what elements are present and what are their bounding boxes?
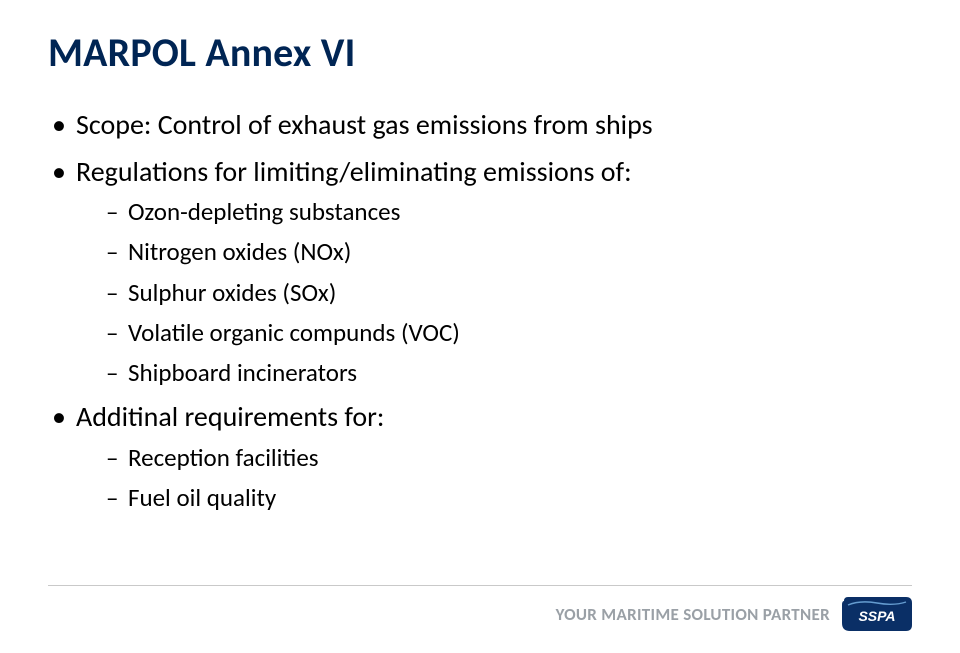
- sspa-logo: SSPA: [842, 597, 912, 631]
- divider: [48, 585, 912, 586]
- slide: MARPOL Annex VI Scope: Control of exhaus…: [0, 0, 960, 653]
- sub-bullet-text: Fuel oil quality: [128, 482, 276, 513]
- sub-list: Ozon-depleting substances Nitrogen oxide…: [106, 194, 912, 391]
- list-item: Ozon-depleting substances: [106, 194, 912, 230]
- list-item: Additinal requirements for: Reception fa…: [48, 397, 912, 516]
- bullet-text: Regulations for limiting/eliminating emi…: [76, 154, 632, 189]
- footer-tagline: YOUR MARITIME SOLUTION PARTNER: [556, 604, 830, 625]
- sub-bullet-text: Nitrogen oxides (NOx): [128, 236, 351, 267]
- footer: YOUR MARITIME SOLUTION PARTNER SSPA: [0, 585, 960, 631]
- list-item: Volatile organic compunds (VOC): [106, 315, 912, 351]
- list-item: Fuel oil quality: [106, 480, 912, 516]
- list-item: Regulations for limiting/eliminating emi…: [48, 152, 912, 392]
- sub-list: Reception facilities Fuel oil quality: [106, 440, 912, 517]
- sub-bullet-text: Shipboard incinerators: [128, 357, 357, 388]
- list-item: Sulphur oxides (SOx): [106, 275, 912, 311]
- list-item: Nitrogen oxides (NOx): [106, 234, 912, 270]
- bullet-text: Additinal requirements for:: [76, 399, 384, 434]
- list-item: Scope: Control of exhaust gas emissions …: [48, 105, 912, 146]
- bullet-text: Scope: Control of exhaust gas emissions …: [76, 107, 653, 142]
- sub-bullet-text: Reception facilities: [128, 442, 319, 473]
- page-title: MARPOL Annex VI: [48, 28, 912, 77]
- list-item: Shipboard incinerators: [106, 355, 912, 391]
- sub-bullet-text: Sulphur oxides (SOx): [128, 277, 336, 308]
- sub-bullet-text: Ozon-depleting substances: [128, 196, 400, 227]
- bullet-list: Scope: Control of exhaust gas emissions …: [48, 105, 912, 517]
- sub-bullet-text: Volatile organic compunds (VOC): [128, 317, 460, 348]
- logo-text: SSPA: [858, 608, 895, 624]
- list-item: Reception facilities: [106, 440, 912, 476]
